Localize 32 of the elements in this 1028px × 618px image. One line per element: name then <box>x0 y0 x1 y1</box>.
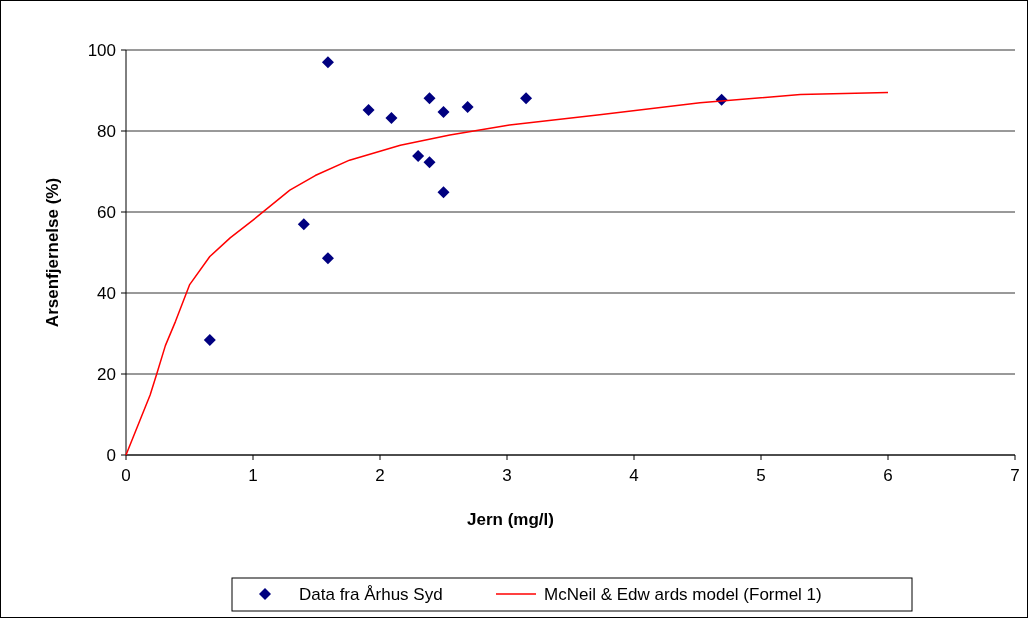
legend-label: Data fra Århus Syd <box>299 584 443 604</box>
point <box>321 56 334 69</box>
point <box>385 112 398 125</box>
point <box>437 105 450 118</box>
point <box>203 333 216 346</box>
point <box>423 92 436 105</box>
y-tick-label: 80 <box>97 121 116 141</box>
y-tick-label: 20 <box>97 364 116 384</box>
point <box>297 218 310 231</box>
point <box>321 252 334 265</box>
x-tick-label: 7 <box>1010 466 1020 485</box>
x-axis-title: Jern (mg/l) <box>467 510 554 529</box>
y-axis-title: Arsenfjernelse (%) <box>43 177 62 328</box>
y-tick-label: 100 <box>87 40 116 60</box>
point <box>461 101 474 114</box>
x-tick-label: 6 <box>883 466 893 485</box>
x-tick-label: 3 <box>502 466 512 485</box>
point <box>520 92 533 105</box>
x-tick-label: 2 <box>375 466 385 485</box>
line-series <box>125 91 889 456</box>
x-tick-label: 1 <box>248 466 258 485</box>
point <box>412 150 425 163</box>
point <box>423 156 436 169</box>
y-tick-label: 40 <box>97 283 116 303</box>
x-tick-label: 4 <box>629 466 639 485</box>
point <box>437 186 450 199</box>
legend-label: McNeil & Edw ards model (Formel 1) <box>544 584 822 604</box>
y-tick-label: 60 <box>97 202 116 222</box>
x-tick-label: 5 <box>756 466 766 485</box>
y-tick-label: 0 <box>106 445 116 465</box>
x-tick-label: 0 <box>121 466 131 485</box>
point <box>362 103 375 116</box>
